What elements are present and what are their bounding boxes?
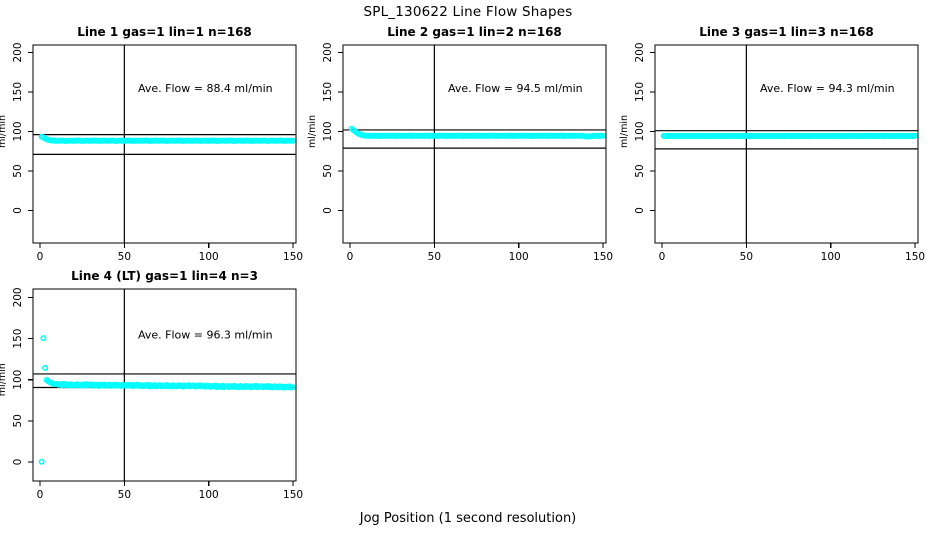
data-points [38,335,297,465]
data-points [660,132,918,140]
data-point [42,364,49,371]
y-tick-label: 0 [12,459,24,466]
x-tick-label: 50 [118,251,131,263]
x-tick-label: 0 [347,251,354,263]
panel-2: Line 2 gas=1 lin=2 n=168 0 50 100 150 200 0 50 1… [307,25,613,263]
panel-title: Line 4 (LT) gas=1 lin=4 n=3 [71,269,258,283]
y-tick-label: 100 [634,121,646,141]
panel-4: Line 4 (LT) gas=1 lin=4 n=3 0 50 100 150 200 0… [0,269,303,501]
y-tick-label: 0 [634,207,646,214]
panel-1: Line 1 gas=1 lin=1 n=168 0 50 100 150 200 0 50 1… [0,25,303,263]
ave-flow-annotation: Ave. Flow = 94.3 ml/min [760,82,895,95]
y-tick-label: 150 [12,82,24,102]
x-tick-label: 100 [509,251,529,263]
x-tick-label: 150 [283,251,303,263]
data-points [348,125,606,140]
y-axis-label: ml/min [619,115,630,148]
ave-flow-annotation: Ave. Flow = 96.3 ml/min [138,329,273,342]
y-tick-label: 150 [322,82,334,102]
x-tick-label: 0 [37,251,44,263]
data-points [38,133,297,145]
data-point [40,335,47,342]
panel-title: Line 3 gas=1 lin=3 n=168 [699,25,874,39]
y-tick-label: 100 [12,370,24,390]
data-point [38,458,45,465]
y-tick-label: 200 [322,42,334,62]
x-tick-label: 100 [199,489,219,501]
ave-flow-annotation: Ave. Flow = 94.5 ml/min [448,82,583,95]
ave-flow-annotation: Ave. Flow = 88.4 ml/min [138,82,273,95]
y-tick-label: 150 [634,82,646,102]
figure-title: SPL_130622 Line Flow Shapes [363,4,573,20]
x-tick-label: 150 [905,251,925,263]
y-tick-label: 100 [12,121,24,141]
x-tick-label: 50 [118,489,131,501]
panel-title: Line 1 gas=1 lin=1 n=168 [77,25,252,39]
data-point [290,137,297,144]
y-axis-label: ml/min [0,115,8,148]
y-tick-label: 200 [634,42,646,62]
y-tick-label: 0 [12,207,24,214]
y-tick-label: 0 [322,207,334,214]
y-tick-label: 150 [12,329,24,349]
y-tick-label: 50 [12,164,24,177]
plot-box [32,288,297,482]
x-tick-label: 50 [740,251,753,263]
x-axis-label: Jog Position (1 second resolution) [359,511,577,526]
y-tick-label: 50 [634,164,646,177]
x-tick-label: 150 [593,251,613,263]
x-tick-label: 100 [199,251,219,263]
y-axis-label: ml/min [0,363,8,396]
y-tick-label: 100 [322,121,334,141]
data-point [290,384,297,391]
x-tick-label: 50 [428,251,441,263]
y-axis-label: ml/min [307,115,318,148]
data-point [911,132,918,139]
y-tick-label: 200 [12,42,24,62]
data-point [599,132,606,139]
x-tick-label: 150 [283,489,303,501]
y-tick-label: 200 [12,287,24,307]
y-tick-label: 50 [322,164,334,177]
x-tick-label: 0 [37,489,44,501]
plot-box [342,44,607,244]
x-tick-label: 100 [821,251,841,263]
x-tick-label: 0 [659,251,666,263]
y-tick-label: 50 [12,414,24,427]
plot-box [654,44,919,244]
plot-box [32,44,297,244]
panel-title: Line 2 gas=1 lin=2 n=168 [387,25,562,39]
panel-3: Line 3 gas=1 lin=3 n=168 0 50 100 150 200 0 50 1… [619,25,925,263]
